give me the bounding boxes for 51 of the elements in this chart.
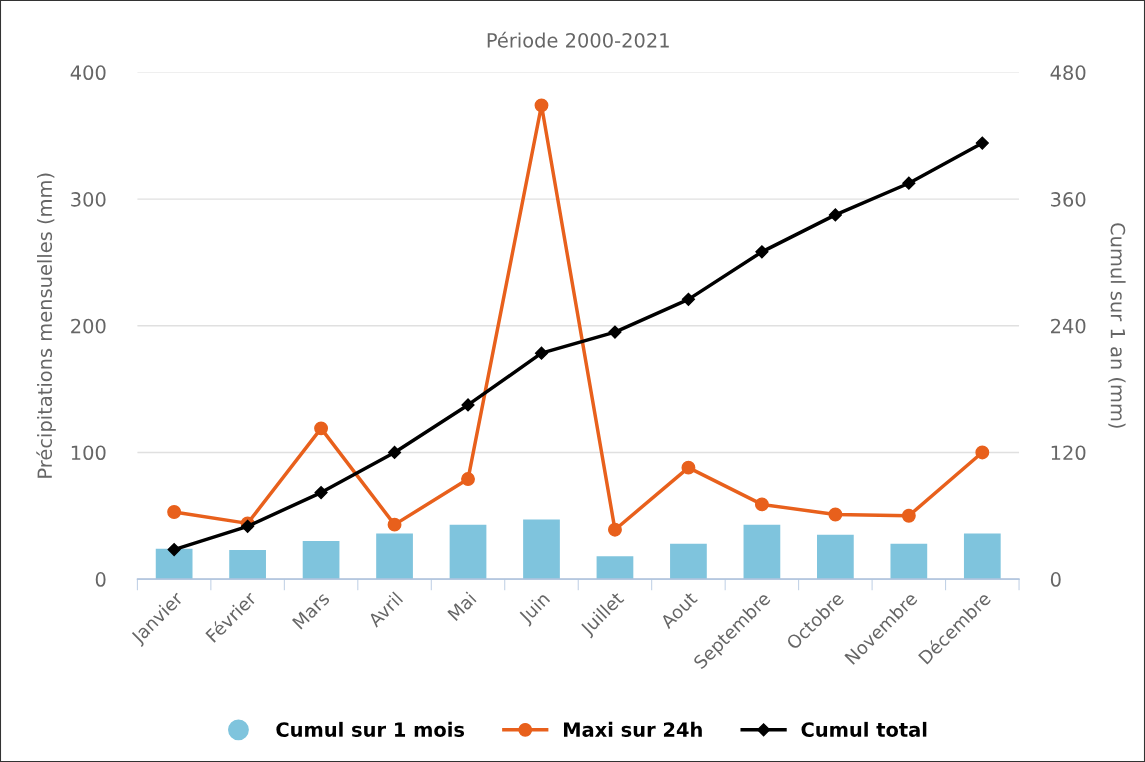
bar — [376, 533, 413, 580]
point — [755, 245, 769, 259]
legend-label: Maxi sur 24h — [563, 721, 702, 737]
y2-tick-label: 480 — [1050, 65, 1086, 81]
x-tick-label: Mai — [446, 591, 477, 622]
point — [387, 445, 402, 460]
point — [167, 505, 182, 519]
point — [314, 421, 329, 436]
y-tick-label: 100 — [71, 445, 106, 461]
point — [754, 497, 769, 512]
point — [387, 517, 402, 532]
point — [681, 460, 696, 475]
legend-label: Cumul sur 1 mois — [276, 721, 465, 737]
point — [902, 176, 916, 190]
point — [901, 508, 916, 523]
y-tick-label: 400 — [70, 65, 106, 81]
point — [828, 507, 843, 522]
point — [461, 472, 475, 486]
bar — [670, 543, 707, 580]
point — [608, 522, 622, 537]
point — [828, 208, 842, 222]
point — [975, 136, 989, 150]
point — [681, 292, 696, 306]
point — [975, 445, 990, 460]
bar — [523, 519, 560, 580]
y-tick-label: 0 — [95, 572, 106, 587]
point — [534, 98, 549, 113]
y2-tick-label: 120 — [1051, 445, 1086, 461]
y-tick-label: 200 — [71, 318, 106, 334]
y2-tick-label: 0 — [1050, 572, 1061, 587]
bar — [155, 548, 193, 580]
bar — [596, 556, 634, 580]
bar — [963, 533, 1001, 580]
y2-tick-label: 360 — [1051, 192, 1086, 207]
point — [314, 485, 328, 500]
chart-title: Période 2000-2021 — [487, 31, 669, 48]
point — [461, 398, 475, 412]
bar — [817, 534, 854, 580]
y2-axis-title: Cumul sur 1 an (mm) — [1108, 223, 1126, 428]
legend-label: Cumul total — [801, 721, 927, 737]
bar — [449, 524, 487, 580]
y-axis-title: Précipitations mensuelles (mm) — [36, 173, 56, 478]
bar — [229, 549, 266, 580]
y2-tick-label: 240 — [1051, 318, 1086, 334]
bar — [890, 543, 928, 580]
point — [534, 346, 549, 360]
point — [167, 542, 181, 557]
bar — [743, 524, 781, 580]
bar — [302, 541, 340, 580]
y-tick-label: 300 — [71, 192, 106, 207]
point — [608, 325, 622, 339]
